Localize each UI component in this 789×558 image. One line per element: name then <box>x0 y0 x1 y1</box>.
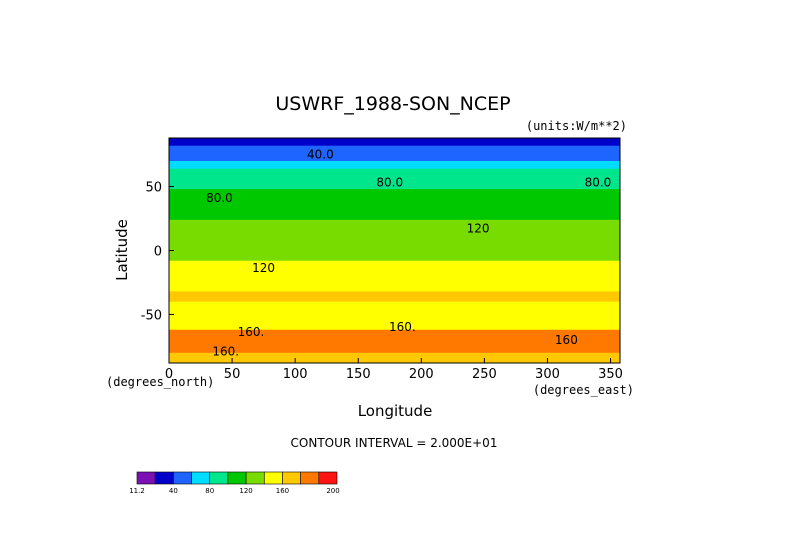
x-axis: 0 50 100 150 200 250 300 350 <box>165 358 623 382</box>
contour-band <box>169 168 620 180</box>
units-label: (units:W/m**2) <box>526 119 627 133</box>
colorbar-swatch <box>282 471 301 485</box>
colorbar-tick-label: 80 <box>205 487 214 495</box>
x-tick-label: 0 <box>165 367 173 382</box>
contour-band <box>169 189 620 200</box>
colorbar-swatch <box>227 471 247 485</box>
contour-band <box>169 352 620 363</box>
x-tick-label: 150 <box>346 367 371 382</box>
y-axis: 50 0 -50 <box>141 181 174 323</box>
x-tick-label: 50 <box>224 367 241 382</box>
plot-extras: 40.0 80.0 80.0 80.0 120 120 160. 160. 160. 160 <box>206 147 611 358</box>
plot-area <box>169 138 620 363</box>
colorbar-swatch <box>300 471 320 485</box>
y-unit-label: (degrees_north) <box>106 375 214 389</box>
contour-label: 160 <box>555 333 578 347</box>
x-tick-label: 350 <box>598 367 623 382</box>
x-unit-label: (degrees_east) <box>533 383 634 397</box>
contour-label: 40.0 <box>307 147 334 161</box>
contour-band <box>169 161 620 170</box>
contour-band <box>169 178 620 190</box>
x-tick-label: 300 <box>535 367 560 382</box>
colorbar-tick-label: 200 <box>326 487 339 495</box>
contour-band <box>169 260 620 272</box>
colorbar-tick-label: 160 <box>276 487 289 495</box>
contour-interval-text: CONTOUR INTERVAL = 2.000E+01 <box>291 436 498 450</box>
y-tick-label: 50 <box>145 181 162 196</box>
contour-label: 80.0 <box>206 191 233 205</box>
y-tick-label: -50 <box>141 308 162 323</box>
contour-label: 160. <box>212 344 239 358</box>
contour-band <box>169 240 620 252</box>
x-tick-label: 250 <box>472 367 497 382</box>
colorbar-tick-label: 40 <box>169 487 178 495</box>
contour-band <box>169 301 620 313</box>
colorbar-swatch <box>173 471 192 485</box>
colorbar-tick-label: 120 <box>239 487 252 495</box>
contour-band <box>169 145 620 154</box>
contour-band <box>169 345 620 354</box>
contour-label: 80.0 <box>585 176 612 190</box>
contour-label: 120 <box>252 261 275 275</box>
x-tick-label: 200 <box>409 367 434 382</box>
contour-label: 160. <box>389 320 416 334</box>
colorbar: 11.2 40 80 120 160 200 <box>129 471 340 495</box>
contour-band <box>169 138 620 147</box>
contour-band <box>169 250 620 262</box>
contour-band <box>169 219 620 231</box>
contour-band <box>169 199 620 211</box>
contour-label: 80.0 <box>376 176 403 190</box>
contour-band <box>169 270 620 282</box>
contour-band <box>169 153 620 162</box>
contour-label: 120 <box>467 222 490 236</box>
colorbar-swatch <box>191 471 211 485</box>
contour-band <box>169 209 620 221</box>
contour-band <box>169 329 620 339</box>
colorbar-tick-label: 11.2 <box>129 487 145 495</box>
colorbar-swatch <box>245 471 265 485</box>
colorbar-swatch <box>154 471 174 485</box>
colorbar-swatch <box>263 471 283 485</box>
contour-band <box>169 337 620 346</box>
y-tick-label: 0 <box>154 245 162 260</box>
chart-title: USWRF_1988-SON_NCEP <box>275 93 510 115</box>
colorbar-swatch <box>318 471 338 485</box>
x-axis-label: Longitude <box>358 402 433 420</box>
contour-band <box>169 230 620 241</box>
contour-band <box>169 311 620 323</box>
x-tick-label: 100 <box>283 367 308 382</box>
contour-band <box>169 281 620 293</box>
colorbar-swatch <box>136 471 156 485</box>
contour-label: 160. <box>238 325 265 339</box>
contour-band <box>169 291 620 303</box>
contour-band <box>169 322 620 331</box>
y-axis-label: Latitude <box>113 219 131 281</box>
colorbar-swatch <box>209 471 229 485</box>
